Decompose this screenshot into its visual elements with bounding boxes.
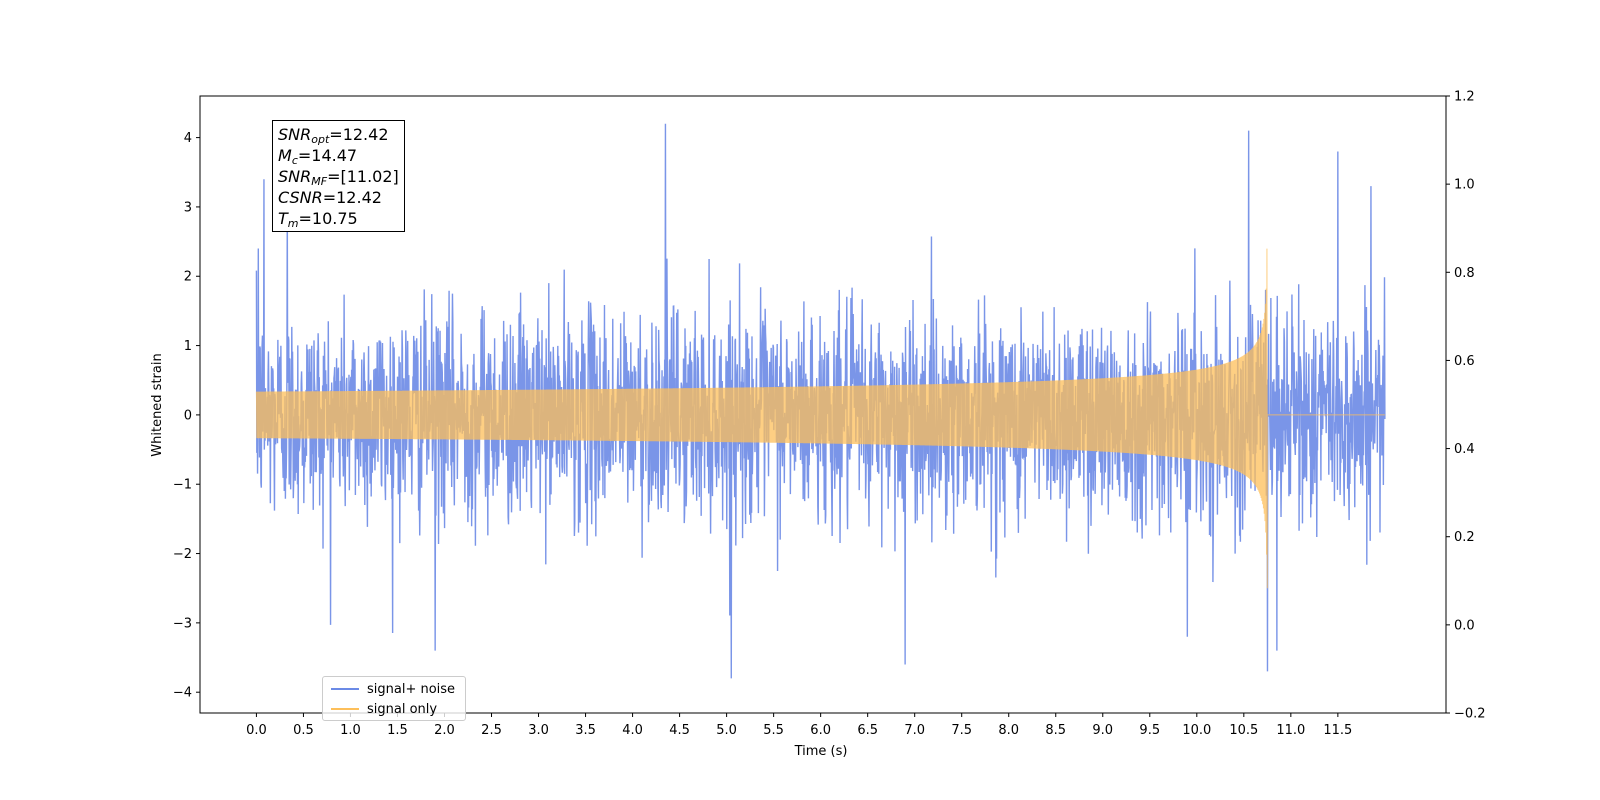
tm-line: Tm=10.75 bbox=[278, 208, 399, 229]
snr-opt-value: =12.42 bbox=[329, 125, 389, 144]
x-axis-label: Time (s) bbox=[794, 744, 848, 759]
legend-item-noise: signal+ noise bbox=[331, 680, 455, 698]
x-tick-label: 0.5 bbox=[293, 723, 314, 738]
x-tick-label: 11.0 bbox=[1276, 723, 1305, 738]
mc-value: =14.47 bbox=[297, 146, 358, 165]
x-axis-ticks: 0.0 0.5 1.0 1.5 2.0 2.5 3.0 3.5 4.0 4.5 5.0 5.5 6.0 6… bbox=[246, 713, 1352, 738]
csnr-symbol: CSNR bbox=[278, 188, 323, 207]
tm-value: =10.75 bbox=[298, 209, 358, 228]
legend-label-signal: signal only bbox=[367, 701, 438, 717]
snr-mf-line: SNRMF=[11.02] bbox=[278, 166, 399, 187]
x-tick-label: 8.5 bbox=[1045, 723, 1066, 738]
mc-line: Mc=14.47 bbox=[278, 145, 399, 166]
y-tick-label: −3 bbox=[173, 616, 192, 631]
x-tick-label: 11.5 bbox=[1323, 723, 1352, 738]
y2-tick-label: 1.0 bbox=[1454, 178, 1475, 193]
x-tick-label: 3.5 bbox=[575, 723, 596, 738]
x-tick-label: 0.0 bbox=[246, 723, 267, 738]
y2-tick-label: 0.0 bbox=[1454, 618, 1475, 633]
csnr-value: =12.42 bbox=[322, 188, 382, 207]
x-tick-label: 4.5 bbox=[669, 723, 690, 738]
mc-symbol: M bbox=[278, 146, 292, 165]
legend-swatch-noise bbox=[331, 688, 359, 690]
legend: signal+ noise signal only bbox=[322, 676, 466, 721]
y-tick-label: −2 bbox=[173, 547, 192, 562]
csnr-line: CSNR=12.42 bbox=[278, 187, 399, 208]
x-tick-label: 9.5 bbox=[1139, 723, 1160, 738]
y-tick-label: 4 bbox=[184, 131, 192, 146]
y2-tick-label: 1.2 bbox=[1454, 90, 1475, 105]
series-layer bbox=[255, 123, 1386, 679]
x-tick-label: 10.5 bbox=[1229, 723, 1258, 738]
y2-tick-label: 0.4 bbox=[1454, 442, 1475, 457]
x-tick-label: 4.0 bbox=[622, 723, 643, 738]
snr-mf-symbol: SNR bbox=[278, 167, 312, 186]
y-tick-label: −4 bbox=[173, 686, 192, 701]
y2-tick-label: −0.2 bbox=[1454, 707, 1486, 722]
series-line-signal-only bbox=[255, 248, 1385, 589]
y-tick-label: 1 bbox=[184, 339, 192, 354]
x-tick-label: 2.0 bbox=[434, 723, 455, 738]
y2-tick-label: 0.6 bbox=[1454, 354, 1475, 369]
legend-item-signal: signal only bbox=[331, 700, 437, 718]
x-tick-label: 3.0 bbox=[528, 723, 549, 738]
snr-opt-line: SNRopt=12.42 bbox=[278, 124, 399, 145]
x-tick-label: 1.5 bbox=[387, 723, 408, 738]
stats-annotation-box: SNRopt=12.42 Mc=14.47 SNRMF=[11.02] CSNR… bbox=[272, 120, 405, 232]
y-tick-label: 0 bbox=[184, 408, 192, 423]
x-tick-label: 6.0 bbox=[810, 723, 831, 738]
y2-tick-label: 0.2 bbox=[1454, 530, 1475, 545]
x-tick-label: 1.0 bbox=[340, 723, 361, 738]
x-tick-label: 10.0 bbox=[1182, 723, 1211, 738]
x-tick-label: 5.5 bbox=[763, 723, 784, 738]
y2-tick-label: 0.8 bbox=[1454, 266, 1475, 281]
legend-swatch-signal bbox=[331, 708, 359, 710]
axes-frame bbox=[199, 95, 1447, 714]
y2-axis-ticks: 1.2 1.0 0.8 0.6 0.4 0.2 0.0 −0.2 bbox=[1446, 90, 1486, 722]
y-axis-ticks: 4 3 2 1 0 −1 −2 −3 −4 bbox=[173, 131, 200, 701]
x-tick-label: 5.0 bbox=[716, 723, 737, 738]
snr-opt-subscript: opt bbox=[311, 133, 330, 146]
mc-subscript: c bbox=[291, 154, 298, 167]
snr-mf-subscript: MF bbox=[311, 175, 328, 188]
x-tick-label: 8.0 bbox=[998, 723, 1019, 738]
x-tick-label: 7.0 bbox=[904, 723, 925, 738]
legend-label-noise: signal+ noise bbox=[367, 681, 456, 697]
snr-mf-value: =[11.02] bbox=[327, 167, 399, 186]
x-tick-label: 6.5 bbox=[857, 723, 878, 738]
x-tick-label: 2.5 bbox=[481, 723, 502, 738]
snr-opt-symbol: SNR bbox=[278, 125, 312, 144]
tm-symbol: T bbox=[278, 209, 288, 228]
x-tick-label: 9.0 bbox=[1092, 723, 1113, 738]
x-tick-label: 7.5 bbox=[951, 723, 972, 738]
tm-subscript: m bbox=[287, 217, 299, 230]
y-tick-label: −1 bbox=[173, 478, 192, 493]
y-axis-label: Whitened strain bbox=[150, 353, 165, 456]
y-tick-label: 2 bbox=[184, 270, 192, 285]
y-tick-label: 3 bbox=[184, 200, 192, 215]
